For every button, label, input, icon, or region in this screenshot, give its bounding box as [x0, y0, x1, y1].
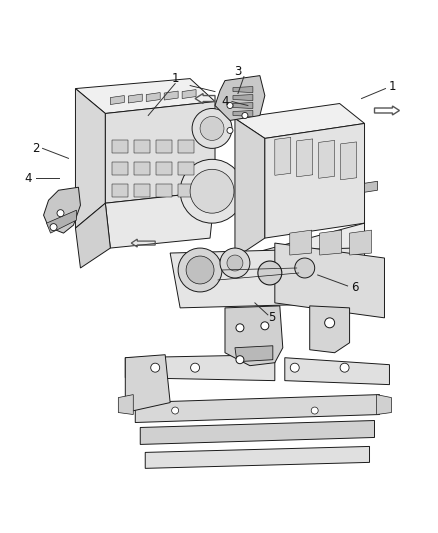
Polygon shape	[275, 243, 385, 318]
Polygon shape	[156, 163, 172, 175]
Polygon shape	[178, 163, 194, 175]
Polygon shape	[134, 140, 150, 154]
Polygon shape	[170, 248, 364, 308]
Circle shape	[236, 324, 244, 332]
Polygon shape	[350, 230, 371, 255]
Circle shape	[191, 363, 200, 372]
Polygon shape	[135, 394, 379, 423]
Polygon shape	[112, 140, 128, 154]
Polygon shape	[128, 94, 142, 103]
Polygon shape	[233, 86, 253, 93]
Circle shape	[227, 127, 233, 133]
Polygon shape	[46, 210, 77, 233]
Circle shape	[172, 407, 179, 414]
Polygon shape	[235, 223, 364, 298]
Text: 4: 4	[25, 172, 32, 185]
Text: 1: 1	[389, 80, 396, 93]
Polygon shape	[140, 421, 374, 445]
Text: 1: 1	[171, 72, 179, 85]
Polygon shape	[110, 95, 124, 104]
Polygon shape	[156, 184, 172, 197]
Circle shape	[242, 112, 248, 118]
Polygon shape	[233, 102, 253, 109]
Polygon shape	[377, 394, 392, 415]
Polygon shape	[235, 103, 364, 139]
Polygon shape	[364, 181, 378, 192]
Polygon shape	[235, 346, 273, 362]
Circle shape	[151, 363, 160, 372]
Polygon shape	[297, 139, 313, 177]
Circle shape	[295, 258, 314, 278]
Circle shape	[258, 261, 282, 285]
Polygon shape	[290, 230, 312, 255]
Polygon shape	[106, 101, 215, 203]
Polygon shape	[275, 138, 291, 175]
Text: 6: 6	[351, 281, 358, 294]
Circle shape	[220, 248, 250, 278]
Polygon shape	[215, 76, 265, 120]
Polygon shape	[233, 110, 253, 117]
Circle shape	[178, 248, 222, 292]
Polygon shape	[178, 184, 194, 197]
Polygon shape	[156, 140, 172, 154]
Polygon shape	[182, 90, 196, 99]
Polygon shape	[164, 91, 178, 100]
Polygon shape	[118, 394, 133, 415]
Polygon shape	[341, 142, 357, 180]
Polygon shape	[134, 163, 150, 175]
Polygon shape	[320, 230, 342, 255]
Polygon shape	[265, 124, 364, 238]
Polygon shape	[319, 140, 335, 178]
Circle shape	[340, 363, 349, 372]
Polygon shape	[112, 163, 128, 175]
Polygon shape	[75, 88, 106, 228]
Circle shape	[261, 322, 269, 330]
Circle shape	[186, 256, 214, 284]
Polygon shape	[125, 355, 170, 413]
Text: 2: 2	[32, 142, 39, 155]
Polygon shape	[134, 184, 150, 197]
Polygon shape	[235, 118, 265, 258]
Polygon shape	[225, 306, 283, 366]
Circle shape	[200, 117, 224, 140]
Polygon shape	[43, 187, 81, 233]
Polygon shape	[75, 203, 110, 268]
Circle shape	[227, 102, 233, 109]
Circle shape	[290, 363, 299, 372]
Text: 4: 4	[221, 95, 229, 108]
Polygon shape	[146, 93, 160, 101]
Circle shape	[325, 318, 335, 328]
Polygon shape	[285, 358, 389, 385]
Polygon shape	[233, 94, 253, 101]
Circle shape	[57, 209, 64, 216]
Circle shape	[192, 109, 232, 148]
Circle shape	[311, 407, 318, 414]
Polygon shape	[178, 140, 194, 154]
Polygon shape	[106, 191, 215, 248]
Circle shape	[227, 255, 243, 271]
Circle shape	[180, 159, 244, 223]
Polygon shape	[75, 78, 215, 114]
Text: 3: 3	[234, 65, 242, 78]
Polygon shape	[310, 306, 350, 353]
Circle shape	[190, 169, 234, 213]
Text: 5: 5	[268, 311, 276, 325]
Circle shape	[50, 224, 57, 231]
Circle shape	[236, 356, 244, 364]
Polygon shape	[112, 184, 128, 197]
Polygon shape	[125, 355, 275, 381]
Polygon shape	[145, 447, 370, 469]
